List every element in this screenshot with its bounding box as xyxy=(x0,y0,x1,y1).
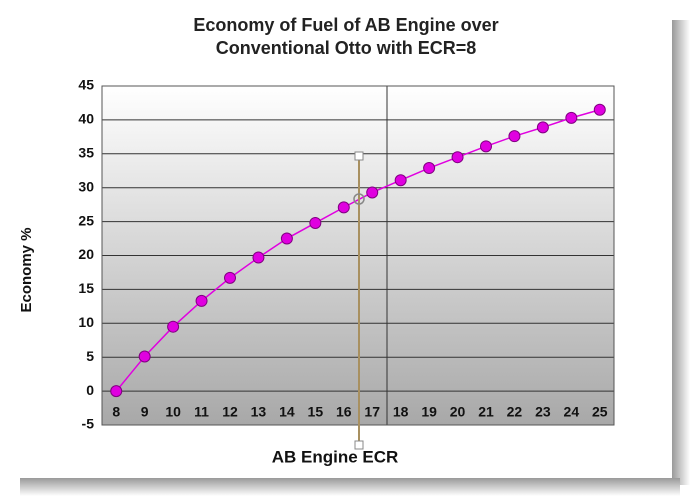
hover-marker xyxy=(353,193,365,205)
x-tick-label: 15 xyxy=(308,404,324,420)
x-tick-label: 11 xyxy=(194,404,209,420)
y-tick-label: 40 xyxy=(78,111,94,127)
data-point xyxy=(195,294,208,307)
y-tick-label: 20 xyxy=(78,246,94,262)
frame-shadow xyxy=(672,20,690,485)
x-tick-label: 10 xyxy=(165,404,181,420)
x-tick-label: 21 xyxy=(478,404,494,420)
x-tick-label: 17 xyxy=(364,404,380,420)
data-point xyxy=(480,140,492,153)
x-axis-label: AB Engine ECR xyxy=(272,447,399,466)
x-tick-label: 24 xyxy=(564,404,580,420)
x-tick-label: 14 xyxy=(279,404,295,420)
y-tick-label: 25 xyxy=(78,212,94,228)
data-point xyxy=(280,232,293,245)
y-tick-label: 15 xyxy=(78,280,94,296)
data-point xyxy=(224,271,236,284)
y-tick-label: 45 xyxy=(78,77,94,93)
data-point xyxy=(565,111,578,124)
y-axis-label: Economy % xyxy=(18,227,35,312)
y-tick-label: 35 xyxy=(78,145,94,161)
x-tick-label: 8 xyxy=(112,404,120,420)
x-tick-label: 16 xyxy=(336,404,352,420)
data-point xyxy=(138,350,151,363)
x-tick-label: 20 xyxy=(450,404,466,420)
y-tick-label: -5 xyxy=(82,416,95,432)
x-tick-label: 22 xyxy=(507,404,523,420)
x-tick-label: 19 xyxy=(421,404,437,420)
data-point xyxy=(309,216,322,229)
data-point xyxy=(394,174,407,187)
data-point xyxy=(593,103,606,116)
x-tick-label: 12 xyxy=(222,404,238,420)
hover-handle xyxy=(354,151,364,161)
data-point xyxy=(451,151,464,164)
data-point xyxy=(337,201,350,214)
data-point xyxy=(252,251,265,264)
hover-handle xyxy=(354,440,364,450)
data-point xyxy=(508,130,521,143)
frame-shadow xyxy=(20,478,680,496)
data-point xyxy=(536,121,549,134)
x-tick-label: 9 xyxy=(141,404,149,420)
y-tick-label: 10 xyxy=(78,314,94,330)
data-point xyxy=(423,162,436,175)
x-tick-label: 23 xyxy=(535,404,551,420)
x-tick-label: 18 xyxy=(393,404,409,420)
x-tick-label: 13 xyxy=(251,404,267,420)
y-tick-label: 5 xyxy=(86,348,94,364)
chart-title: Economy of Fuel of AB Engine over Conven… xyxy=(193,15,499,58)
data-point xyxy=(366,186,379,199)
y-tick-label: 30 xyxy=(78,178,94,194)
x-tick-label: 25 xyxy=(592,404,608,420)
data-point xyxy=(110,385,123,398)
y-tick-label: 0 xyxy=(86,382,94,398)
data-point xyxy=(167,320,180,333)
